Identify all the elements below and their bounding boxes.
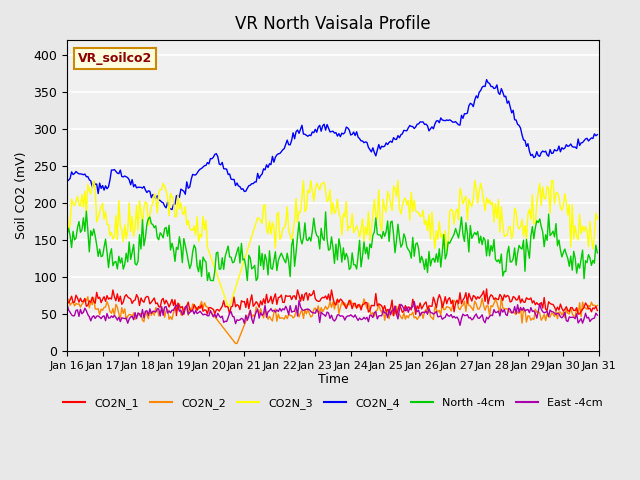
East -4cm: [593, 312, 601, 318]
North -4cm: [298, 241, 306, 247]
CO2N_4: [567, 141, 575, 147]
CO2N_1: [567, 305, 575, 311]
CO2N_2: [130, 310, 138, 316]
East -4cm: [128, 313, 136, 319]
CO2N_4: [250, 181, 257, 187]
North -4cm: [224, 243, 232, 249]
CO2N_1: [297, 299, 305, 304]
East -4cm: [297, 304, 305, 310]
CO2N_4: [223, 166, 230, 172]
CO2N_1: [63, 298, 71, 304]
CO2N_3: [567, 244, 575, 250]
CO2N_2: [63, 300, 71, 306]
CO2N_4: [297, 126, 305, 132]
East -4cm: [221, 318, 229, 324]
CO2N_2: [567, 305, 575, 311]
North -4cm: [593, 250, 601, 256]
North -4cm: [63, 231, 71, 237]
East -4cm: [456, 323, 464, 328]
North -4cm: [130, 241, 138, 247]
East -4cm: [248, 316, 255, 322]
North -4cm: [242, 264, 250, 270]
CO2N_1: [250, 303, 257, 309]
CO2N_3: [251, 224, 259, 230]
East -4cm: [239, 316, 247, 322]
CO2N_4: [63, 179, 71, 184]
North -4cm: [204, 277, 211, 283]
CO2N_3: [593, 216, 601, 222]
East -4cm: [567, 314, 575, 320]
CO2N_1: [483, 286, 490, 292]
CO2N_1: [223, 303, 230, 309]
CO2N_4: [483, 77, 490, 83]
Y-axis label: Soil CO2 (mV): Soil CO2 (mV): [15, 152, 28, 239]
CO2N_3: [298, 194, 306, 200]
CO2N_2: [298, 307, 306, 313]
CO2N_4: [128, 177, 136, 182]
North -4cm: [83, 208, 90, 214]
CO2N_4: [168, 207, 176, 213]
CO2N_2: [593, 302, 601, 308]
CO2N_2: [232, 341, 239, 347]
CO2N_3: [224, 303, 232, 309]
East -4cm: [63, 301, 71, 307]
Line: CO2N_2: CO2N_2: [67, 297, 597, 344]
Title: VR North Vaisala Profile: VR North Vaisala Profile: [235, 15, 431, 33]
CO2N_3: [242, 252, 250, 258]
CO2N_3: [130, 233, 138, 239]
CO2N_1: [173, 312, 180, 318]
CO2N_2: [223, 329, 230, 335]
CO2N_2: [242, 318, 250, 324]
Line: CO2N_1: CO2N_1: [67, 289, 597, 315]
CO2N_3: [90, 178, 97, 183]
CO2N_3: [223, 300, 230, 305]
Line: North -4cm: North -4cm: [67, 211, 597, 280]
CO2N_1: [128, 300, 136, 306]
Line: East -4cm: East -4cm: [67, 300, 597, 325]
X-axis label: Time: Time: [317, 373, 348, 386]
Legend: CO2N_1, CO2N_2, CO2N_3, CO2N_4, North -4cm, East -4cm: CO2N_1, CO2N_2, CO2N_3, CO2N_4, North -4…: [59, 394, 607, 414]
CO2N_4: [241, 189, 248, 194]
North -4cm: [251, 263, 259, 268]
Line: CO2N_4: CO2N_4: [67, 80, 597, 210]
CO2N_2: [84, 294, 92, 300]
East -4cm: [295, 298, 303, 303]
CO2N_4: [593, 132, 601, 138]
CO2N_2: [251, 314, 259, 320]
North -4cm: [567, 253, 575, 259]
Text: VR_soilco2: VR_soilco2: [78, 52, 152, 65]
CO2N_3: [63, 208, 71, 214]
CO2N_1: [593, 308, 601, 313]
CO2N_1: [241, 299, 248, 304]
Line: CO2N_3: CO2N_3: [67, 180, 597, 306]
